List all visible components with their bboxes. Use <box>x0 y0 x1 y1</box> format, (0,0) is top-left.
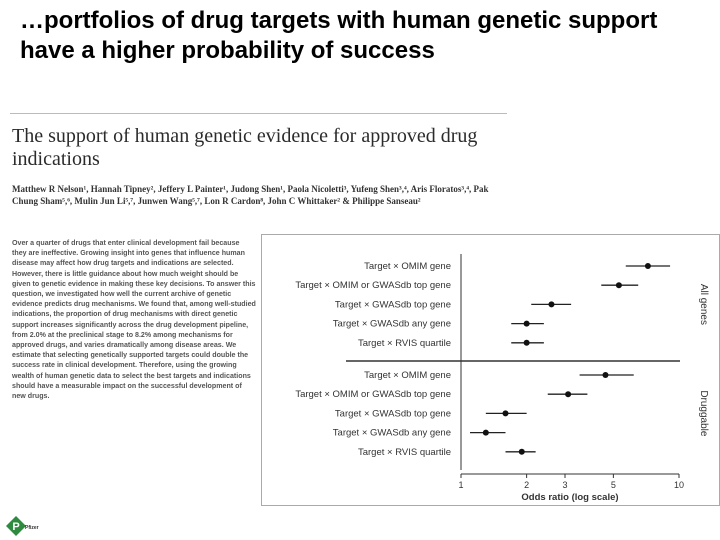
paper-title: The support of human genetic evidence fo… <box>12 125 478 170</box>
chart-frame <box>261 234 720 506</box>
row-label: Target × RVIS quartile <box>358 338 451 349</box>
x-axis-label: Odds ratio (log scale) <box>521 492 618 503</box>
estimate-point <box>502 410 509 417</box>
row-label: Target × OMIM gene <box>364 261 451 272</box>
row-label: Target × GWASdb top gene <box>335 408 451 419</box>
logo-wordmark: Pfizer <box>25 525 39 531</box>
estimate-point <box>602 372 609 378</box>
estimate-point <box>548 301 555 308</box>
svg-text:P: P <box>12 521 19 533</box>
row-label: Target × OMIM gene <box>364 370 451 381</box>
estimate-point <box>644 263 651 269</box>
company-logo-icon: P <box>6 516 26 536</box>
row-label: Target × GWASdb top gene <box>335 299 451 310</box>
x-tick-label: 2 <box>524 480 529 490</box>
estimate-point <box>565 391 572 398</box>
row-label: Target × GWASdb any gene <box>333 319 451 330</box>
estimate-point <box>482 429 489 436</box>
panel-label: All genes <box>698 284 709 325</box>
x-tick-label: 1 <box>458 480 463 490</box>
abstract-text: Over a quarter of drugs that enter clini… <box>12 239 256 401</box>
slide-title: …portfolios of drug targets with human g… <box>20 7 658 64</box>
header-divider <box>10 113 507 114</box>
estimate-point <box>615 282 622 289</box>
row-label: Target × OMIM or GWASdb top gene <box>295 280 451 291</box>
row-label: Target × GWASdb any gene <box>333 428 451 439</box>
estimate-point <box>523 320 530 327</box>
odds-ratio-forest-plot: Target × OMIM gene Target × OMIM or GWASd… <box>261 234 720 506</box>
row-label: Target × RVIS quartile <box>358 447 451 458</box>
panel-label: Druggable <box>698 390 709 437</box>
author-list: Matthew R Nelson¹, Hannah Tipney², Jeffe… <box>12 184 489 206</box>
row-label: Target × OMIM or GWASdb top gene <box>295 389 451 400</box>
estimate-point <box>518 448 525 455</box>
estimate-point <box>523 339 530 346</box>
x-tick-label: 10 <box>674 480 684 490</box>
x-tick-label: 3 <box>563 480 568 490</box>
x-tick-label: 5 <box>611 480 616 490</box>
